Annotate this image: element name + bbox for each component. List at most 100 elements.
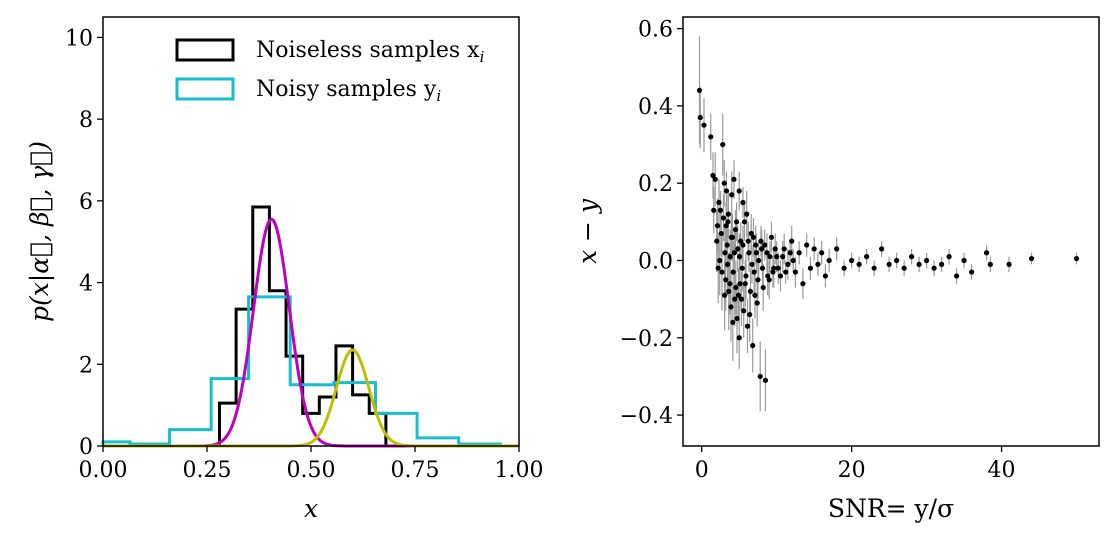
data-point — [753, 250, 760, 256]
data-point — [916, 261, 922, 267]
y-tick-label: 6 — [79, 190, 93, 215]
y-tick-label: 8 — [79, 108, 93, 133]
data-point — [790, 257, 796, 264]
legend-swatch — [175, 77, 235, 101]
data-point — [961, 257, 967, 264]
legend-label: Noiseless samples xi — [256, 38, 485, 66]
data-point — [741, 308, 747, 314]
data-point — [822, 273, 829, 279]
data-point — [755, 277, 761, 283]
data-point — [723, 188, 730, 194]
x-axis-label: SNR= y/σ — [828, 494, 954, 523]
data-point — [953, 273, 960, 279]
data-point — [759, 246, 765, 252]
legend-swatch — [175, 38, 235, 62]
data-point — [849, 257, 855, 264]
data-point — [736, 188, 742, 194]
data-point — [724, 242, 730, 248]
data-point — [819, 250, 825, 256]
data-point — [725, 219, 731, 225]
legend-label-text: Noiseless samples x — [256, 38, 480, 63]
x-tick-label: 0.75 — [391, 458, 440, 483]
y-tick-label: 0.2 — [638, 172, 673, 197]
data-point — [800, 281, 806, 287]
legend-label: Noisy samples yi — [256, 77, 441, 105]
data-point — [747, 288, 754, 295]
data-point — [696, 87, 703, 94]
data-point — [740, 242, 746, 248]
legend-label-subscript: i — [480, 48, 485, 66]
axes-frame — [682, 16, 1100, 447]
data-point — [789, 238, 795, 244]
data-point — [733, 284, 739, 291]
data-point — [723, 223, 729, 229]
data-point — [733, 219, 740, 225]
data-point — [746, 250, 752, 256]
data-point — [987, 261, 993, 267]
data-point — [1028, 255, 1035, 262]
data-point — [968, 269, 975, 275]
histogram-panel: 0.00 0.25 0.50 0.75 1.00 0 2 4 6 8 10 x p(x|α⃗, β⃗, … — [25, 16, 544, 523]
data-point — [701, 122, 707, 128]
data-point — [717, 207, 724, 213]
data-point — [871, 265, 877, 271]
series-noisy-samples — [101, 295, 519, 448]
y-axis-label: x − y — [573, 198, 602, 264]
data-point — [710, 172, 716, 179]
y-tick-label: −0.2 — [620, 327, 673, 352]
data-point — [804, 242, 810, 248]
data-point — [754, 300, 760, 306]
data-point — [1006, 261, 1012, 267]
data-point — [744, 323, 751, 329]
data-point — [697, 114, 703, 121]
data-point — [736, 335, 742, 341]
data-point — [765, 273, 771, 279]
data-point — [785, 261, 791, 267]
data-point — [725, 211, 731, 217]
data-point — [732, 296, 738, 302]
data-point — [731, 176, 737, 182]
y-tick-label: 0.6 — [638, 18, 673, 43]
data-point — [752, 292, 758, 298]
data-point — [728, 234, 734, 240]
data-point — [724, 261, 731, 267]
data-point — [772, 246, 778, 252]
data-point — [722, 250, 728, 256]
data-point — [924, 257, 930, 264]
data-point — [750, 234, 757, 240]
data-point — [815, 261, 821, 267]
x-axis-label: x — [304, 494, 318, 523]
x-tick-label: 20 — [838, 458, 866, 483]
data-point — [781, 246, 787, 252]
data-point — [741, 219, 748, 225]
data-point — [780, 254, 786, 260]
snr-residual-panel: 0 20 40 −0.4 −0.2 0.0 0.2 0.4 0.6 SNR= y/σ x − y — [573, 16, 1100, 523]
data-point — [758, 238, 764, 244]
data-point — [722, 292, 728, 298]
data-point — [749, 261, 755, 267]
data-point — [777, 273, 784, 279]
legend-label-text: Noisy samples y — [256, 77, 437, 102]
data-point — [787, 250, 793, 256]
y-tick-label: 0.4 — [638, 95, 673, 120]
data-point — [760, 284, 766, 291]
data-point — [886, 261, 892, 267]
data-point — [946, 254, 952, 260]
data-point — [750, 342, 756, 349]
y-tick-label: 0.0 — [638, 249, 673, 274]
x-tick-label: 1.00 — [495, 458, 544, 483]
data-point — [718, 230, 724, 237]
data-point — [719, 269, 725, 275]
data-point — [894, 257, 900, 264]
data-point — [715, 265, 721, 271]
x-tick-label: 0.50 — [287, 458, 336, 483]
data-point — [711, 207, 717, 213]
data-point — [792, 269, 799, 275]
data-point — [729, 192, 735, 198]
data-point — [826, 257, 832, 264]
data-point — [747, 311, 753, 318]
data-point — [983, 250, 990, 256]
y-tick-label: 2 — [79, 353, 93, 378]
data-point — [732, 226, 739, 233]
